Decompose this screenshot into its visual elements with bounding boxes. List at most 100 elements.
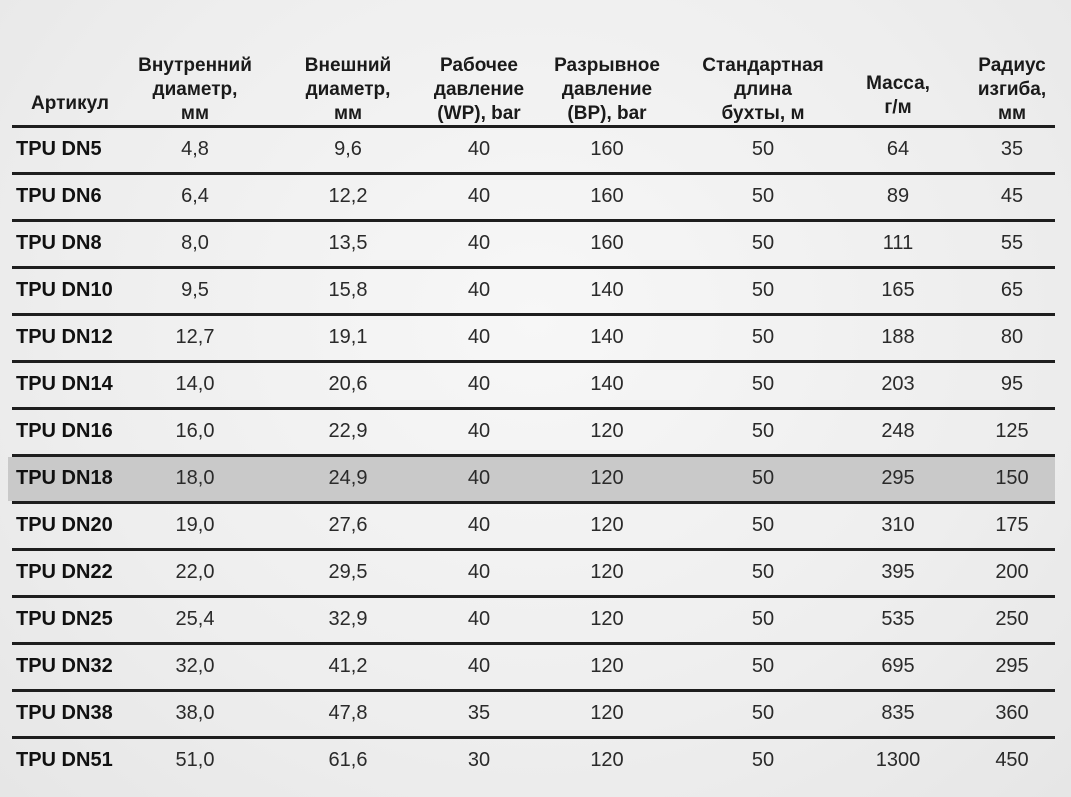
inner-diameter-cell: 38,0 <box>175 702 215 724</box>
row-divider <box>12 407 1055 410</box>
bend-radius-cell: 65 <box>1000 279 1024 301</box>
article-cell: TPU DN22 <box>16 561 113 583</box>
burst-pressure-cell: 120 <box>590 702 624 724</box>
mass-cell: 248 <box>881 420 915 442</box>
table-row: TPU DN20 19,0 27,6 40 120 50 310 175 <box>8 504 1055 548</box>
working-pressure-cell: 40 <box>467 232 491 254</box>
outer-diameter-cell: 24,9 <box>328 467 368 489</box>
working-pressure-cell: 40 <box>467 373 491 395</box>
burst-pressure-cell: 160 <box>590 138 624 160</box>
row-divider <box>12 595 1055 598</box>
outer-diameter-cell: 19,1 <box>328 326 368 348</box>
row-divider <box>12 548 1055 551</box>
inner-diameter-cell: 12,7 <box>175 326 215 348</box>
table-row: TPU DN32 32,0 41,2 40 120 50 695 295 <box>8 645 1055 689</box>
coil-length-cell: 50 <box>751 749 775 771</box>
burst-pressure-cell: 120 <box>590 467 624 489</box>
header-coil-length: Стандартная длина бухты, м <box>702 55 824 124</box>
header-bend-radius: Радиус изгиба, мм <box>977 55 1047 124</box>
table-row: TPU DN8 8,0 13,5 40 160 50 111 55 <box>8 222 1055 266</box>
outer-diameter-cell: 61,6 <box>328 749 368 771</box>
coil-length-cell: 50 <box>751 514 775 536</box>
coil-length-cell: 50 <box>751 702 775 724</box>
inner-diameter-cell: 14,0 <box>175 373 215 395</box>
table-row: TPU DN25 25,4 32,9 40 120 50 535 250 <box>8 598 1055 642</box>
outer-diameter-cell: 22,9 <box>328 420 368 442</box>
burst-pressure-cell: 120 <box>590 514 624 536</box>
article-cell: TPU DN32 <box>16 655 113 677</box>
burst-pressure-cell: 120 <box>590 608 624 630</box>
outer-diameter-cell: 41,2 <box>328 655 368 677</box>
article-cell: TPU DN10 <box>16 279 113 301</box>
coil-length-cell: 50 <box>751 655 775 677</box>
row-divider <box>12 172 1055 175</box>
burst-pressure-cell: 160 <box>590 232 624 254</box>
row-divider <box>12 642 1055 645</box>
coil-length-cell: 50 <box>751 467 775 489</box>
burst-pressure-cell: 120 <box>590 561 624 583</box>
burst-pressure-cell: 140 <box>590 326 624 348</box>
coil-length-cell: 50 <box>751 373 775 395</box>
table-row: TPU DN18 18,0 24,9 40 120 50 295 150 <box>8 457 1055 501</box>
inner-diameter-cell: 19,0 <box>175 514 215 536</box>
bend-radius-cell: 175 <box>995 514 1029 536</box>
working-pressure-cell: 40 <box>467 561 491 583</box>
row-divider <box>12 454 1055 457</box>
coil-length-cell: 50 <box>751 561 775 583</box>
header-article: Артикул <box>31 93 109 114</box>
bend-radius-cell: 360 <box>995 702 1029 724</box>
mass-cell: 295 <box>881 467 915 489</box>
mass-cell: 89 <box>886 185 910 207</box>
article-cell: TPU DN25 <box>16 608 113 630</box>
table-row: TPU DN5 4,8 9,6 40 160 50 64 35 <box>8 128 1055 172</box>
row-divider <box>12 219 1055 222</box>
article-cell: TPU DN12 <box>16 326 113 348</box>
coil-length-cell: 50 <box>751 608 775 630</box>
working-pressure-cell: 40 <box>467 514 491 536</box>
table-row: TPU DN12 12,7 19,1 40 140 50 188 80 <box>8 316 1055 360</box>
bend-radius-cell: 80 <box>1000 326 1024 348</box>
working-pressure-cell: 40 <box>467 326 491 348</box>
bend-radius-cell: 295 <box>995 655 1029 677</box>
bend-radius-cell: 55 <box>1000 232 1024 254</box>
outer-diameter-cell: 12,2 <box>328 185 368 207</box>
article-cell: TPU DN6 <box>16 185 102 207</box>
table-row: TPU DN51 51,0 61,6 30 120 50 1300 450 <box>8 739 1055 783</box>
mass-cell: 310 <box>881 514 915 536</box>
inner-diameter-cell: 9,5 <box>181 279 209 301</box>
working-pressure-cell: 40 <box>467 185 491 207</box>
header-working-pressure: Рабочее давление (WP), bar <box>433 55 525 124</box>
coil-length-cell: 50 <box>751 279 775 301</box>
burst-pressure-cell: 120 <box>590 420 624 442</box>
header-outer-diameter: Внешний диаметр, мм <box>304 55 392 124</box>
bend-radius-cell: 200 <box>995 561 1029 583</box>
outer-diameter-cell: 47,8 <box>328 702 368 724</box>
coil-length-cell: 50 <box>751 326 775 348</box>
article-cell: TPU DN14 <box>16 373 113 395</box>
row-divider <box>12 736 1055 739</box>
bend-radius-cell: 35 <box>1000 138 1024 160</box>
working-pressure-cell: 30 <box>467 749 491 771</box>
table-row: TPU DN22 22,0 29,5 40 120 50 395 200 <box>8 551 1055 595</box>
working-pressure-cell: 40 <box>467 138 491 160</box>
table-row: TPU DN38 38,0 47,8 35 120 50 835 360 <box>8 692 1055 736</box>
working-pressure-cell: 40 <box>467 467 491 489</box>
table-row: TPU DN6 6,4 12,2 40 160 50 89 45 <box>8 175 1055 219</box>
burst-pressure-cell: 120 <box>590 749 624 771</box>
bend-radius-cell: 250 <box>995 608 1029 630</box>
inner-diameter-cell: 4,8 <box>181 138 209 160</box>
outer-diameter-cell: 20,6 <box>328 373 368 395</box>
mass-cell: 535 <box>881 608 915 630</box>
table-row: TPU DN10 9,5 15,8 40 140 50 165 65 <box>8 269 1055 313</box>
burst-pressure-cell: 160 <box>590 185 624 207</box>
burst-pressure-cell: 140 <box>590 279 624 301</box>
outer-diameter-cell: 27,6 <box>328 514 368 536</box>
mass-cell: 835 <box>881 702 915 724</box>
mass-cell: 188 <box>881 326 915 348</box>
mass-cell: 165 <box>881 279 915 301</box>
mass-cell: 395 <box>881 561 915 583</box>
row-divider <box>12 125 1055 128</box>
article-cell: TPU DN20 <box>16 514 113 536</box>
bend-radius-cell: 450 <box>995 749 1029 771</box>
article-cell: TPU DN16 <box>16 420 113 442</box>
